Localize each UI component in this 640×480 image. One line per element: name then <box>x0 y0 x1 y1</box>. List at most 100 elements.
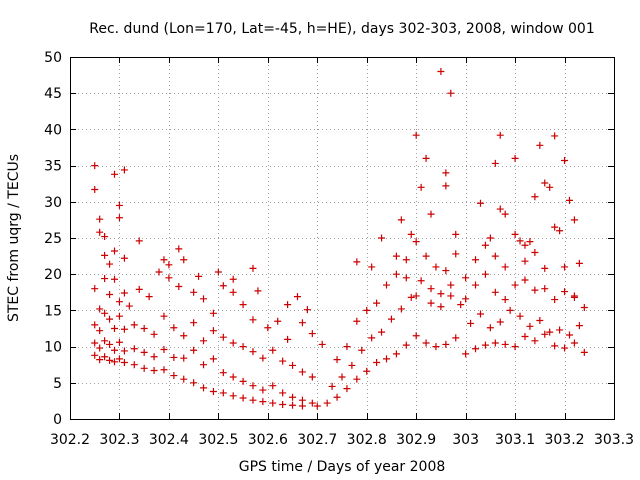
data-point <box>496 131 504 139</box>
data-point <box>249 348 257 356</box>
data-point <box>229 373 237 381</box>
data-point <box>378 234 386 242</box>
data-point <box>551 132 559 140</box>
data-point <box>140 364 148 372</box>
data-point <box>546 328 554 336</box>
data-point <box>561 344 569 352</box>
data-point <box>293 293 301 301</box>
data-point <box>570 339 578 347</box>
y-tick-label: 30 <box>44 195 62 211</box>
data-point <box>106 340 114 348</box>
data-point <box>516 237 524 245</box>
data-point <box>383 281 391 289</box>
data-point <box>318 340 326 348</box>
data-point <box>531 248 539 256</box>
data-point <box>570 292 578 300</box>
data-point <box>462 295 470 303</box>
data-point <box>556 326 564 334</box>
data-point <box>269 399 277 407</box>
data-point <box>412 238 420 246</box>
data-point <box>91 162 99 170</box>
data-point <box>150 366 158 374</box>
data-point <box>180 332 188 340</box>
data-point <box>190 379 198 387</box>
data-point <box>531 286 539 294</box>
x-tick-label: 303.2 <box>544 432 584 448</box>
data-point <box>561 157 569 165</box>
data-point <box>91 321 99 329</box>
data-point <box>561 263 569 271</box>
data-point <box>476 310 484 318</box>
data-point <box>481 341 489 349</box>
data-point <box>392 350 400 358</box>
data-point <box>289 393 297 401</box>
data-point <box>111 358 119 366</box>
data-point <box>368 263 376 271</box>
data-point <box>239 301 247 309</box>
data-point <box>481 270 489 278</box>
data-point <box>328 382 336 390</box>
data-point <box>363 306 371 314</box>
data-point <box>101 309 109 317</box>
data-point <box>501 340 509 348</box>
data-point <box>457 301 465 309</box>
data-point <box>115 201 123 209</box>
data-point <box>417 183 425 191</box>
y-tick-label: 50 <box>44 50 62 66</box>
data-point <box>115 298 123 306</box>
data-point <box>427 285 435 293</box>
data-point <box>219 389 227 397</box>
data-point <box>239 343 247 351</box>
data-point <box>160 312 168 320</box>
data-point <box>120 254 128 262</box>
data-point <box>91 351 99 359</box>
data-point <box>541 179 549 187</box>
data-point <box>432 263 440 271</box>
data-point <box>526 238 534 246</box>
x-tick-label: 302.5 <box>198 432 238 448</box>
data-point <box>442 267 450 275</box>
data-point <box>150 353 158 361</box>
data-point <box>580 348 588 356</box>
data-point <box>180 375 188 383</box>
ticks-layer: 302.2 302.3 302.4 302.5 302.6 302.7 302.8 302.9… <box>44 50 634 448</box>
data-point <box>111 275 119 283</box>
data-point <box>491 339 499 347</box>
data-point <box>383 355 391 363</box>
chart-title: Rec. dund (Lon=170, Lat=-45, h=HE), days… <box>89 21 595 37</box>
data-point <box>111 325 119 332</box>
data-point <box>541 264 549 272</box>
data-point <box>402 341 410 349</box>
data-point <box>402 256 410 264</box>
data-point <box>279 401 287 409</box>
data-point <box>91 339 99 347</box>
data-point <box>101 233 109 241</box>
data-point <box>120 347 128 355</box>
data-point <box>432 343 440 351</box>
data-point <box>536 141 544 149</box>
data-point <box>308 330 316 338</box>
data-point <box>402 274 410 282</box>
y-tick-label: 10 <box>44 340 62 356</box>
data-point <box>96 215 104 223</box>
data-point <box>135 285 143 293</box>
data-point <box>521 276 529 284</box>
data-point <box>219 282 227 290</box>
data-point <box>115 312 123 320</box>
data-point <box>422 339 430 347</box>
data-point <box>254 287 262 295</box>
data-point <box>412 131 420 139</box>
data-point <box>259 386 267 394</box>
data-point <box>580 304 588 312</box>
data-point <box>190 288 198 296</box>
y-tick-label: 15 <box>44 303 62 319</box>
data-point <box>165 261 173 269</box>
data-point <box>150 330 158 338</box>
data-point <box>437 67 445 75</box>
data-point <box>353 317 361 325</box>
data-point <box>279 357 287 365</box>
data-point <box>96 356 104 364</box>
data-point <box>486 324 494 332</box>
data-point <box>531 337 539 345</box>
data-point <box>111 346 119 354</box>
